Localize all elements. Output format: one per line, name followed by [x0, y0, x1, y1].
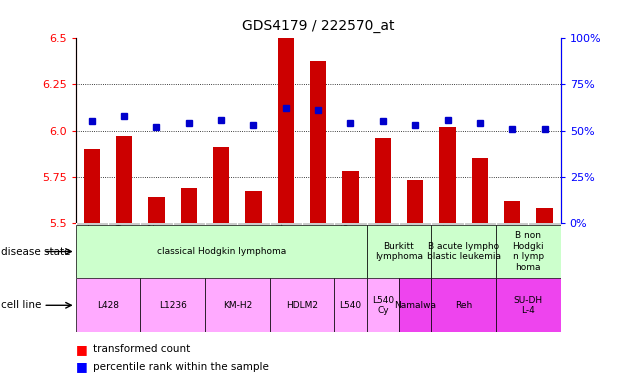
Text: GSM499727: GSM499727 [471, 223, 480, 273]
Bar [399, 278, 432, 332]
Text: classical Hodgkin lymphoma: classical Hodgkin lymphoma [156, 247, 286, 256]
Bar [116, 136, 132, 223]
Text: disease state: disease state [1, 247, 71, 257]
Bar [278, 38, 294, 223]
Text: percentile rank within the sample: percentile rank within the sample [93, 362, 269, 372]
Text: GSM499731: GSM499731 [244, 223, 253, 273]
Text: Burkitt
lymphoma: Burkitt lymphoma [375, 242, 423, 261]
Bar [343, 171, 358, 223]
Bar [76, 278, 140, 332]
Bar [367, 278, 399, 332]
Text: HDLM2: HDLM2 [286, 301, 318, 310]
Bar [537, 208, 553, 223]
Bar [246, 191, 261, 223]
Text: B non
Hodgki
n lymp
homa: B non Hodgki n lymp homa [513, 232, 544, 271]
Text: GSM499725: GSM499725 [341, 223, 350, 273]
Text: transformed count: transformed count [93, 344, 190, 354]
Bar [213, 147, 229, 223]
Text: GSM499733: GSM499733 [503, 223, 512, 274]
Bar [335, 278, 367, 332]
Bar [407, 180, 423, 223]
Bar [472, 158, 488, 223]
Bar [310, 61, 326, 223]
Text: GSM499723: GSM499723 [212, 223, 221, 273]
Text: SU-DH
L-4: SU-DH L-4 [514, 296, 543, 315]
Text: L428: L428 [97, 301, 119, 310]
Bar [205, 278, 270, 332]
Bar [140, 278, 205, 332]
Bar [375, 138, 391, 223]
Text: GSM499728: GSM499728 [406, 223, 415, 273]
Text: KM-H2: KM-H2 [222, 301, 252, 310]
Text: GSM499732: GSM499732 [309, 223, 318, 273]
Text: L540
Cy: L540 Cy [372, 296, 394, 315]
Bar [181, 188, 197, 223]
Bar [496, 225, 561, 278]
Text: cell line: cell line [1, 300, 42, 310]
Bar [76, 225, 367, 278]
Text: GSM499722: GSM499722 [147, 223, 156, 273]
Text: GSM499735: GSM499735 [536, 223, 544, 273]
Bar [367, 225, 432, 278]
Text: Reh: Reh [455, 301, 472, 310]
Bar [432, 225, 496, 278]
Bar [432, 278, 496, 332]
Bar [496, 278, 561, 332]
Text: L540: L540 [340, 301, 362, 310]
Text: B acute lympho
blastic leukemia: B acute lympho blastic leukemia [427, 242, 501, 261]
Text: GDS4179 / 222570_at: GDS4179 / 222570_at [242, 19, 394, 33]
Text: GSM499721: GSM499721 [83, 223, 92, 273]
Text: GSM499730: GSM499730 [180, 223, 189, 273]
Text: GSM499726: GSM499726 [374, 223, 383, 273]
Text: ■: ■ [76, 360, 88, 373]
Bar [504, 200, 520, 223]
Text: L1236: L1236 [159, 301, 186, 310]
Text: GSM499724: GSM499724 [277, 223, 286, 273]
Bar [149, 197, 164, 223]
Text: GSM499729: GSM499729 [115, 223, 124, 273]
Bar [84, 149, 100, 223]
Bar [440, 127, 455, 223]
Text: GSM499734: GSM499734 [438, 223, 447, 273]
Bar [270, 278, 335, 332]
Text: Namalwa: Namalwa [394, 301, 436, 310]
Text: ■: ■ [76, 343, 88, 356]
